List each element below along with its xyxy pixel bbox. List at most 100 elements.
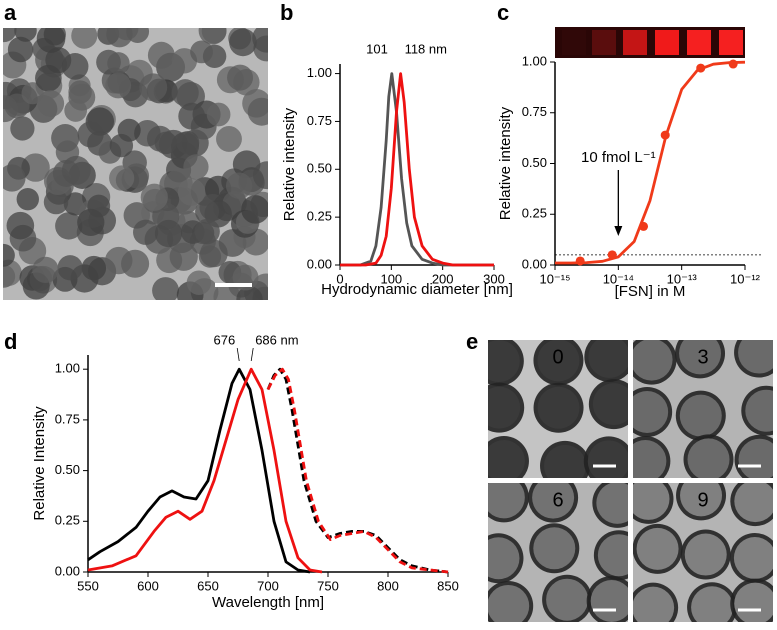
y-tick-label: 0.50 bbox=[55, 462, 80, 477]
series-line bbox=[266, 367, 449, 574]
particle bbox=[178, 102, 206, 130]
y-tick-label: 0.00 bbox=[307, 256, 332, 271]
particle bbox=[154, 219, 183, 248]
well bbox=[562, 30, 586, 55]
x-tick-label: 300 bbox=[483, 271, 505, 286]
tem-image bbox=[3, 28, 268, 300]
y-tick-label: 0.75 bbox=[522, 104, 547, 119]
y-tick-label: 0.25 bbox=[307, 209, 332, 224]
particle bbox=[3, 164, 26, 192]
particle bbox=[64, 99, 88, 122]
particle bbox=[3, 95, 18, 123]
particle bbox=[236, 286, 263, 300]
particle bbox=[55, 212, 83, 240]
particle-core bbox=[588, 340, 628, 378]
y-tick-label: 0.00 bbox=[55, 563, 80, 578]
particle-core bbox=[633, 483, 670, 520]
x-tick-label: 100 bbox=[380, 271, 402, 286]
particle bbox=[121, 249, 150, 278]
particle-core bbox=[679, 340, 722, 375]
particle-core bbox=[733, 537, 773, 580]
panel-label: b bbox=[280, 0, 293, 25]
particle-core bbox=[738, 340, 773, 374]
particle bbox=[169, 242, 198, 271]
tem-series bbox=[488, 340, 773, 622]
particle bbox=[87, 194, 111, 218]
tem-frame bbox=[488, 483, 628, 622]
particle-core bbox=[532, 483, 575, 519]
y-tick-label: 0.75 bbox=[55, 411, 80, 426]
particle bbox=[105, 72, 132, 99]
series-line bbox=[555, 60, 746, 265]
particle-core bbox=[745, 389, 773, 432]
particle-core bbox=[691, 586, 734, 622]
particle-core bbox=[592, 383, 628, 426]
x-tick-label: 700 bbox=[257, 578, 279, 593]
particle bbox=[107, 52, 130, 75]
frame-label: 9 bbox=[697, 489, 708, 511]
particle bbox=[247, 97, 268, 126]
particle bbox=[183, 154, 209, 180]
particle-core bbox=[488, 340, 520, 383]
particle bbox=[225, 172, 253, 199]
particle-core bbox=[533, 527, 576, 570]
particle bbox=[32, 256, 59, 284]
frame-label: 3 bbox=[697, 346, 708, 368]
particle bbox=[140, 183, 168, 211]
x-tick-label: 10⁻¹⁵ bbox=[539, 271, 570, 286]
particle bbox=[10, 116, 35, 141]
y-axis-label: Relative intensity bbox=[497, 106, 514, 220]
series-line bbox=[87, 367, 323, 574]
y-axis-label: Relative Intensity bbox=[31, 406, 48, 521]
x-tick-label: 850 bbox=[437, 578, 459, 593]
y-tick-label: 0.75 bbox=[307, 113, 332, 128]
particle bbox=[190, 40, 213, 64]
panel-label: a bbox=[4, 0, 17, 25]
x-tick-label: 750 bbox=[317, 578, 339, 593]
y-tick-label: 0.25 bbox=[55, 513, 80, 528]
particle bbox=[216, 126, 242, 152]
y-tick-label: 1.00 bbox=[522, 53, 547, 68]
particle-core bbox=[684, 533, 727, 576]
particle bbox=[3, 259, 22, 287]
series-line bbox=[87, 367, 311, 574]
particle bbox=[43, 189, 69, 215]
particle-core bbox=[633, 586, 675, 622]
x-tick-label: 10⁻¹³ bbox=[667, 271, 698, 286]
particle bbox=[6, 211, 35, 240]
particle bbox=[176, 130, 200, 155]
particle-core bbox=[596, 483, 628, 524]
peak-label: 101 bbox=[366, 41, 388, 56]
particle bbox=[252, 28, 268, 53]
particle bbox=[37, 90, 65, 117]
peak-leader bbox=[236, 347, 240, 362]
y-tick-label: 0.50 bbox=[307, 161, 332, 176]
particle bbox=[114, 28, 139, 41]
particle bbox=[21, 153, 50, 182]
y-tick-label: 0.25 bbox=[522, 206, 547, 221]
particle-core bbox=[633, 390, 669, 433]
particle-core bbox=[636, 527, 679, 570]
arrow-label: 10 fmol L⁻¹ bbox=[581, 149, 656, 166]
particle bbox=[195, 199, 220, 224]
particle bbox=[252, 161, 268, 190]
x-tick-label: 0 bbox=[336, 271, 343, 286]
panel-label: e bbox=[466, 329, 478, 354]
particle bbox=[61, 53, 89, 80]
particle bbox=[206, 102, 231, 127]
particle-core bbox=[488, 537, 520, 580]
tem-frame bbox=[633, 340, 773, 478]
y-axis-label: Relative intensity bbox=[281, 107, 298, 221]
peak-leader bbox=[250, 347, 254, 362]
particle bbox=[109, 133, 134, 158]
well bbox=[719, 30, 743, 55]
particle-core bbox=[679, 394, 722, 437]
series-line bbox=[266, 367, 449, 574]
particle-core bbox=[633, 440, 667, 478]
well bbox=[592, 30, 616, 55]
panel-label: d bbox=[4, 329, 17, 354]
particle-core bbox=[680, 483, 723, 517]
particle bbox=[57, 255, 83, 281]
particle-core bbox=[734, 582, 773, 622]
particle bbox=[3, 243, 15, 267]
